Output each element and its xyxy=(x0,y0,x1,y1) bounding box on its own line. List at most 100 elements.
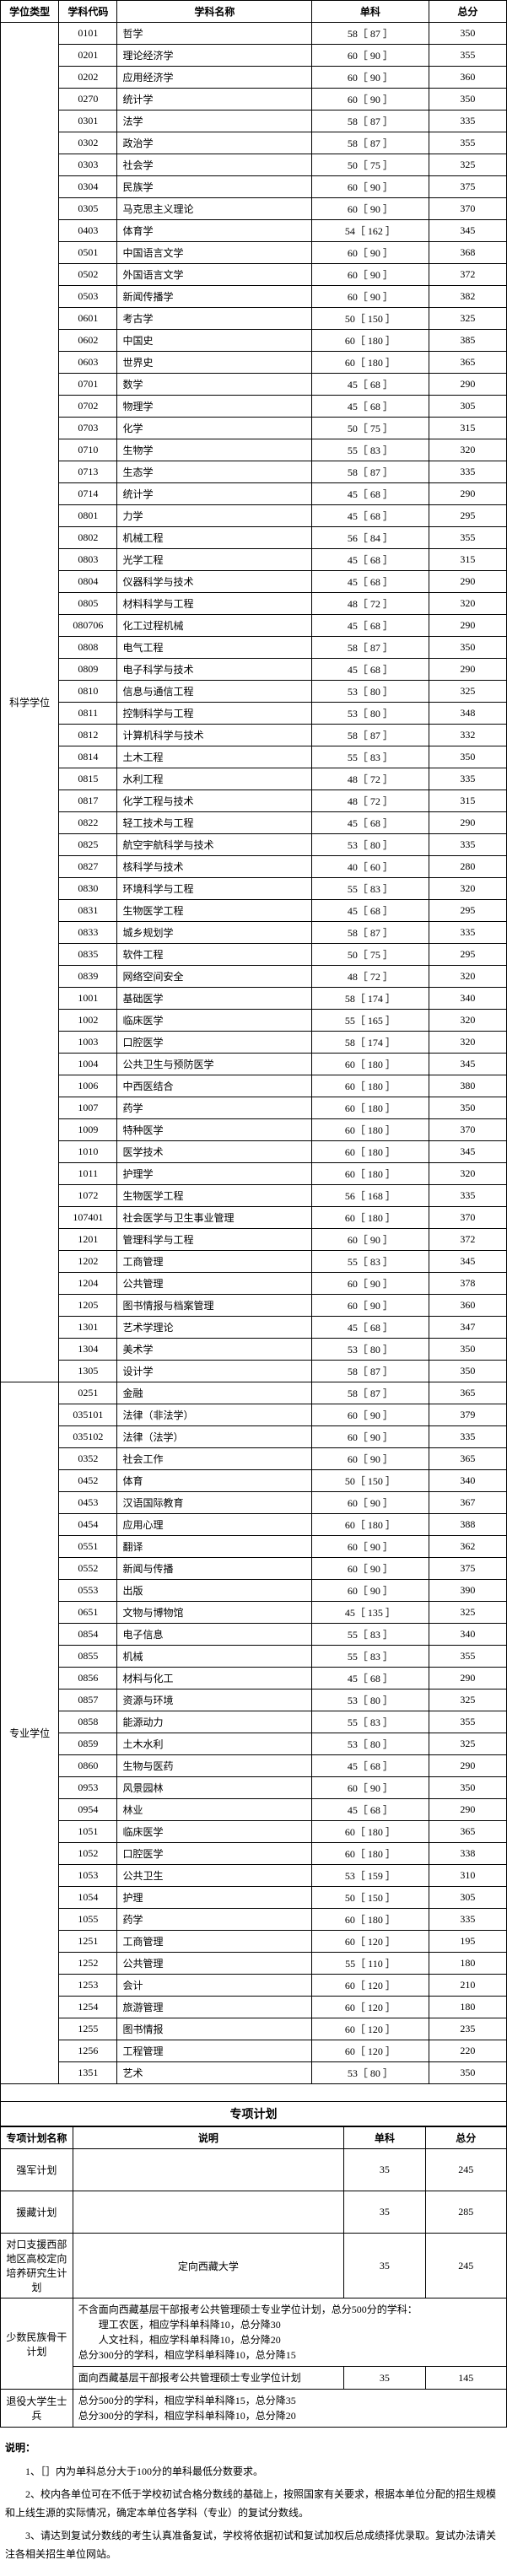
name-cell: 基础医学 xyxy=(117,988,312,1010)
total-cell: 180 xyxy=(429,1953,506,1975)
single-cell: 58［ 87 ］ xyxy=(312,110,429,132)
code-cell: 1055 xyxy=(59,1909,117,1931)
single-cell: 45［ 68 ］ xyxy=(312,615,429,637)
total-cell: 365 xyxy=(429,352,506,374)
single-cell: 60［ 180 ］ xyxy=(312,1821,429,1843)
plan-total: 285 xyxy=(425,2191,506,2234)
table-row: 1054护理50［ 150 ］305 xyxy=(1,1887,507,1909)
name-cell: 药学 xyxy=(117,1097,312,1119)
table-row: 0305马克思主义理论60［ 90 ］370 xyxy=(1,198,507,220)
single-cell: 60［ 90 ］ xyxy=(312,198,429,220)
single-cell: 60［ 90 ］ xyxy=(312,1492,429,1514)
code-cell: 0859 xyxy=(59,1733,117,1755)
table-row: 0855机械55［ 83 ］355 xyxy=(1,1646,507,1668)
single-cell: 55［ 83 ］ xyxy=(312,439,429,461)
code-cell: 1252 xyxy=(59,1953,117,1975)
single-cell: 58［ 174 ］ xyxy=(312,1032,429,1054)
name-cell: 软件工程 xyxy=(117,944,312,966)
table-row: 科学学位0101哲学58［ 87 ］350 xyxy=(1,23,507,45)
plan-single: 35 xyxy=(344,2234,425,2298)
table-row: 0202应用经济学60［ 90 ］360 xyxy=(1,67,507,89)
table-row: 0825航空宇航科学与技术53［ 80 ］335 xyxy=(1,834,507,856)
total-cell: 332 xyxy=(429,725,506,746)
single-cell: 60［ 90 ］ xyxy=(312,45,429,67)
name-cell: 民族学 xyxy=(117,176,312,198)
code-cell: 0601 xyxy=(59,308,117,330)
total-cell: 380 xyxy=(429,1075,506,1097)
code-cell: 0811 xyxy=(59,703,117,725)
table-row: 1202工商管理55［ 83 ］345 xyxy=(1,1251,507,1273)
code-cell: 0856 xyxy=(59,1668,117,1689)
single-cell: 55［ 165 ］ xyxy=(312,1010,429,1032)
total-cell: 295 xyxy=(429,900,506,922)
total-cell: 180 xyxy=(429,1997,506,2018)
total-cell: 382 xyxy=(429,286,506,308)
table-row: 1007药学60［ 180 ］350 xyxy=(1,1097,507,1119)
total-cell: 370 xyxy=(429,1207,506,1229)
table-row: 0403体育学54［ 162 ］345 xyxy=(1,220,507,242)
code-cell: 0812 xyxy=(59,725,117,746)
code-cell: 0858 xyxy=(59,1711,117,1733)
total-cell: 335 xyxy=(429,110,506,132)
single-cell: 50［ 75 ］ xyxy=(312,418,429,439)
code-cell: 0808 xyxy=(59,637,117,659)
name-cell: 艺术学理论 xyxy=(117,1317,312,1339)
code-cell: 0301 xyxy=(59,110,117,132)
table-row: 0839网络空间安全48［ 72 ］320 xyxy=(1,966,507,988)
code-cell: 0817 xyxy=(59,790,117,812)
table-row: 0603世界史60［ 180 ］365 xyxy=(1,352,507,374)
name-cell: 社会学 xyxy=(117,154,312,176)
total-cell: 295 xyxy=(429,944,506,966)
name-cell: 中西医结合 xyxy=(117,1075,312,1097)
plan-name: 退役大学生士兵 xyxy=(1,2390,73,2428)
single-cell: 50［ 75 ］ xyxy=(312,944,429,966)
single-cell: 60［ 90 ］ xyxy=(312,89,429,110)
total-cell: 325 xyxy=(429,154,506,176)
total-cell: 350 xyxy=(429,1361,506,1382)
code-cell: 1255 xyxy=(59,2018,117,2040)
total-cell: 335 xyxy=(429,1185,506,1207)
table-row: 035101法律（非法学）60［ 90 ］379 xyxy=(1,1404,507,1426)
name-cell: 生物与医药 xyxy=(117,1755,312,1777)
code-cell: 0270 xyxy=(59,89,117,110)
name-cell: 汉语国际教育 xyxy=(117,1492,312,1514)
total-cell: 315 xyxy=(429,418,506,439)
code-cell: 0503 xyxy=(59,286,117,308)
single-cell: 60［ 120 ］ xyxy=(312,1997,429,2018)
code-cell: 1253 xyxy=(59,1975,117,1997)
name-cell: 理论经济学 xyxy=(117,45,312,67)
code-cell: 1205 xyxy=(59,1295,117,1317)
total-cell: 350 xyxy=(429,1339,506,1361)
name-cell: 控制科学与工程 xyxy=(117,703,312,725)
total-cell: 355 xyxy=(429,527,506,549)
single-cell: 60［ 180 ］ xyxy=(312,1075,429,1097)
single-cell: 60［ 120 ］ xyxy=(312,2018,429,2040)
total-cell: 325 xyxy=(429,1602,506,1624)
single-cell: 53［ 80 ］ xyxy=(312,1733,429,1755)
name-cell: 城乡规划学 xyxy=(117,922,312,944)
special-row: 强军计划35245 xyxy=(1,2149,507,2191)
name-cell: 生物学 xyxy=(117,439,312,461)
total-cell: 290 xyxy=(429,483,506,505)
special-header-total: 总分 xyxy=(425,2127,506,2149)
total-cell: 350 xyxy=(429,637,506,659)
plan-single: 35 xyxy=(344,2191,425,2234)
total-cell: 335 xyxy=(429,768,506,790)
code-cell: 0814 xyxy=(59,746,117,768)
total-cell: 320 xyxy=(429,1032,506,1054)
code-cell: 0809 xyxy=(59,659,117,681)
table-row: 0551翻译60［ 90 ］362 xyxy=(1,1536,507,1558)
table-row: 0454应用心理60［ 180 ］388 xyxy=(1,1514,507,1536)
single-cell: 60［ 90 ］ xyxy=(312,242,429,264)
code-cell: 0303 xyxy=(59,154,117,176)
table-row: 1252公共管理55［ 110 ］180 xyxy=(1,1953,507,1975)
name-cell: 外国语言文学 xyxy=(117,264,312,286)
total-cell: 320 xyxy=(429,966,506,988)
total-cell: 290 xyxy=(429,1799,506,1821)
total-cell: 367 xyxy=(429,1492,506,1514)
code-cell: 1006 xyxy=(59,1075,117,1097)
code-cell: 0854 xyxy=(59,1624,117,1646)
table-row: 0201理论经济学60［ 90 ］355 xyxy=(1,45,507,67)
total-cell: 335 xyxy=(429,834,506,856)
table-row: 0857资源与环境53［ 80 ］325 xyxy=(1,1689,507,1711)
